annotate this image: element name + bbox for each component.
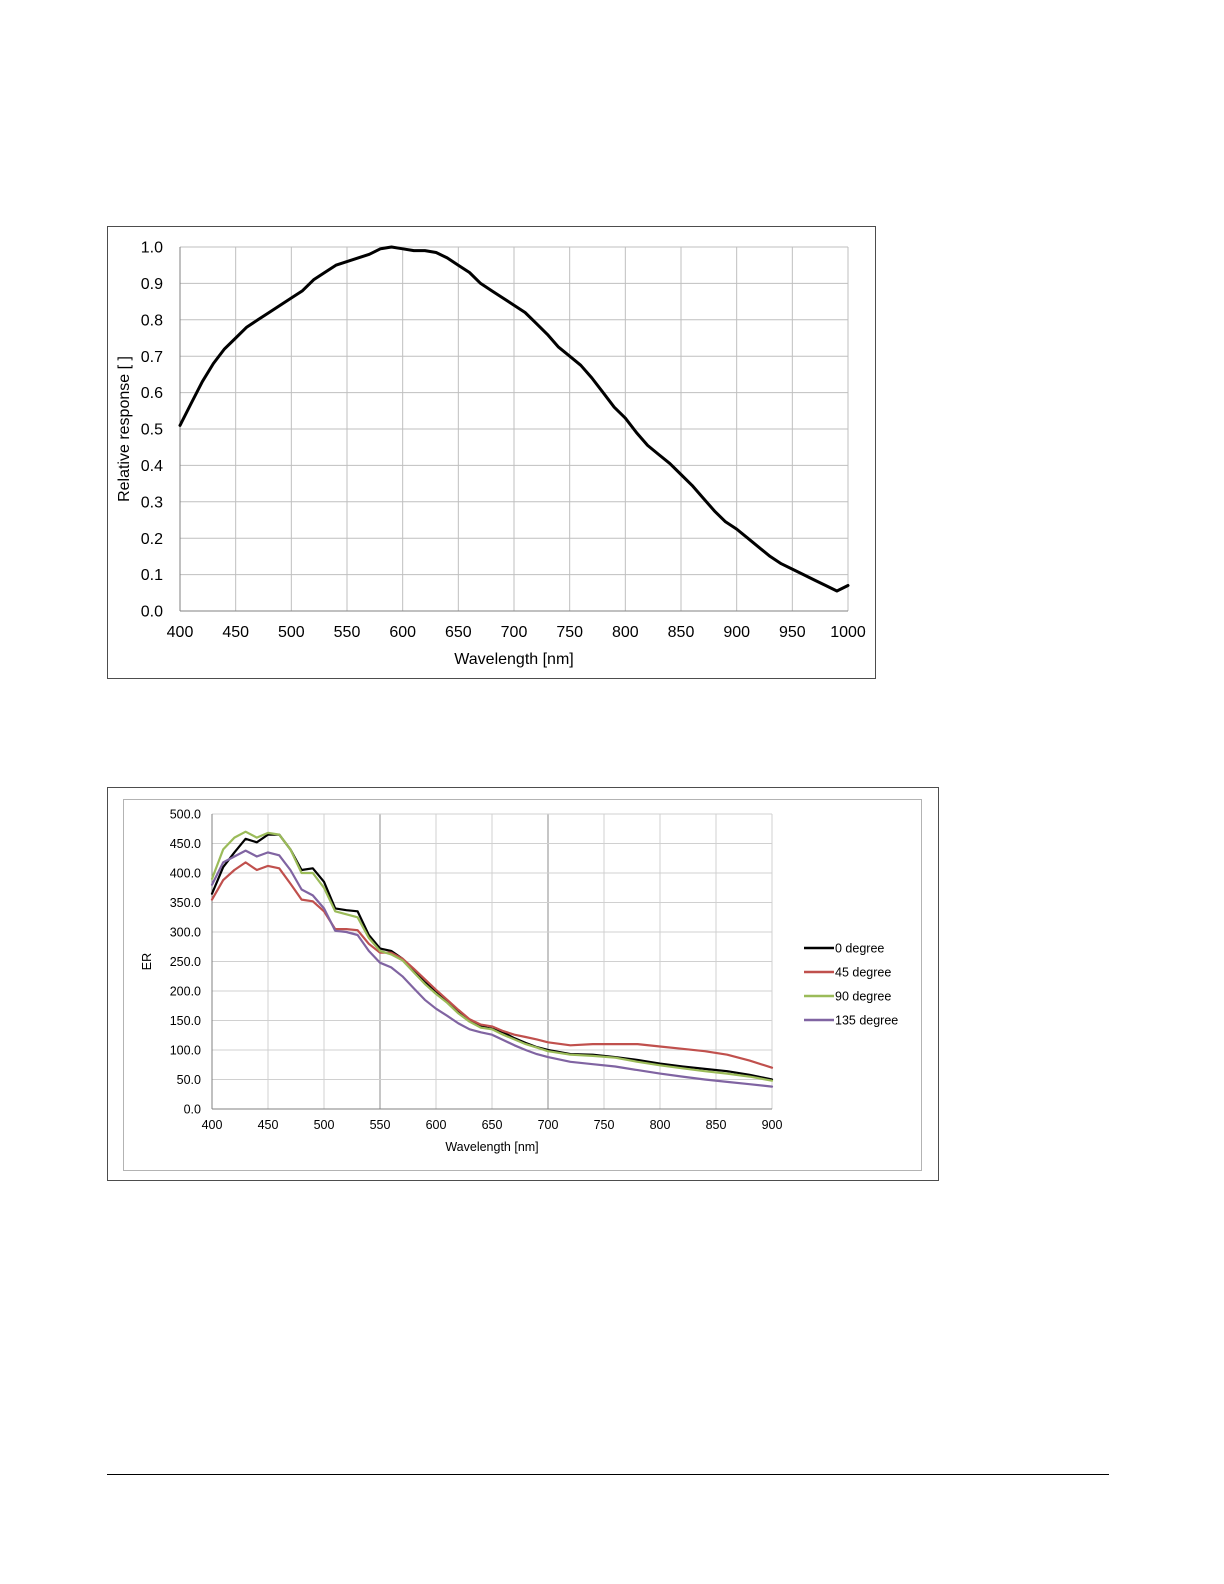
y-tick-label: 250.0: [170, 955, 201, 969]
x-tick-label: 500: [314, 1118, 335, 1132]
x-tick-label: 650: [482, 1118, 503, 1132]
footer-rule: [107, 1474, 1109, 1475]
y-tick-label: 0.3: [141, 494, 163, 511]
x-tick-label: 750: [594, 1118, 615, 1132]
x-tick-label: 1000: [830, 624, 866, 641]
y-tick-label: 500.0: [170, 807, 201, 821]
series-line-45-degree: [210, 861, 774, 1069]
x-tick-label: 700: [501, 624, 528, 641]
legend-entry: 90 degree: [835, 990, 891, 1004]
x-tick-label: 950: [779, 624, 806, 641]
x-tick-label: 750: [556, 624, 583, 641]
x-tick-label: 650: [445, 624, 472, 641]
y-tick-label: 100.0: [170, 1043, 201, 1057]
y-tick-label: 300.0: [170, 925, 201, 939]
x-axis-label: Wavelength [nm]: [445, 1140, 538, 1154]
relative-response-plot: 400 450 500 550 600 650 700 750 800 850 900 950 1000…: [116, 240, 866, 668]
x-tick-label: 900: [723, 624, 750, 641]
y-tick-label: 0.6: [141, 385, 163, 402]
y-tick-label: 0.8: [141, 312, 163, 329]
y-axis-label: ER: [140, 953, 154, 970]
y-tick-label: 1.0: [141, 240, 163, 257]
y-tick-label: 450.0: [170, 837, 201, 851]
y-tick-label: 350.0: [170, 896, 201, 910]
x-tick-label: 550: [370, 1118, 391, 1132]
x-tick-label: 800: [650, 1118, 671, 1132]
x-tick-label: 800: [612, 624, 639, 641]
x-tick-label: 450: [258, 1118, 279, 1132]
legend-entry: 45 degree: [835, 966, 891, 980]
series-line-90-degree: [210, 830, 774, 1082]
y-tick-label: 0.9: [141, 276, 163, 293]
er-plot: 400 450 500 550 600 650 700 750 800 850 900 0.0 50.0…: [140, 807, 898, 1154]
y-tick-label: 400.0: [170, 866, 201, 880]
y-tick-label: 0.0: [184, 1102, 201, 1116]
x-tick-label: 600: [389, 624, 416, 641]
x-tick-label: 550: [334, 624, 361, 641]
y-tick-label: 200.0: [170, 984, 201, 998]
series-line: [178, 245, 850, 593]
y-tick-label: 0.1: [141, 567, 163, 584]
series-line-135-degree: [210, 849, 774, 1088]
legend-entry: 135 degree: [835, 1014, 898, 1028]
er-chart-plot-frame: 400 450 500 550 600 650 700 750 800 850 900 0.0 50.0…: [123, 799, 922, 1171]
x-tick-label: 600: [426, 1118, 447, 1132]
y-tick-label: 0.5: [141, 422, 163, 439]
y-tick-label: 0.4: [141, 458, 163, 475]
x-tick-label: 700: [538, 1118, 559, 1132]
y-tick-label: 0.0: [141, 604, 163, 621]
x-tick-label: 500: [278, 624, 305, 641]
x-tick-label: 850: [706, 1118, 727, 1132]
x-tick-label: 900: [762, 1118, 783, 1132]
x-tick-label: 450: [222, 624, 249, 641]
y-tick-label: 50.0: [177, 1073, 201, 1087]
x-tick-label: 400: [202, 1118, 223, 1132]
er-chart: 400 450 500 550 600 650 700 750 800 850 900 0.0 50.0…: [107, 787, 939, 1181]
x-axis-label: Wavelength [nm]: [454, 651, 573, 668]
y-tick-label: 0.7: [141, 349, 163, 366]
x-tick-label: 400: [167, 624, 194, 641]
relative-response-chart: 400 450 500 550 600 650 700 750 800 850 900 950 1000…: [107, 226, 876, 679]
legend-entry: 0 degree: [835, 942, 884, 956]
y-tick-label: 150.0: [170, 1014, 201, 1028]
y-tick-label: 0.2: [141, 531, 163, 548]
x-tick-label: 850: [668, 624, 695, 641]
y-axis-label: Relative response [ ]: [116, 356, 133, 502]
